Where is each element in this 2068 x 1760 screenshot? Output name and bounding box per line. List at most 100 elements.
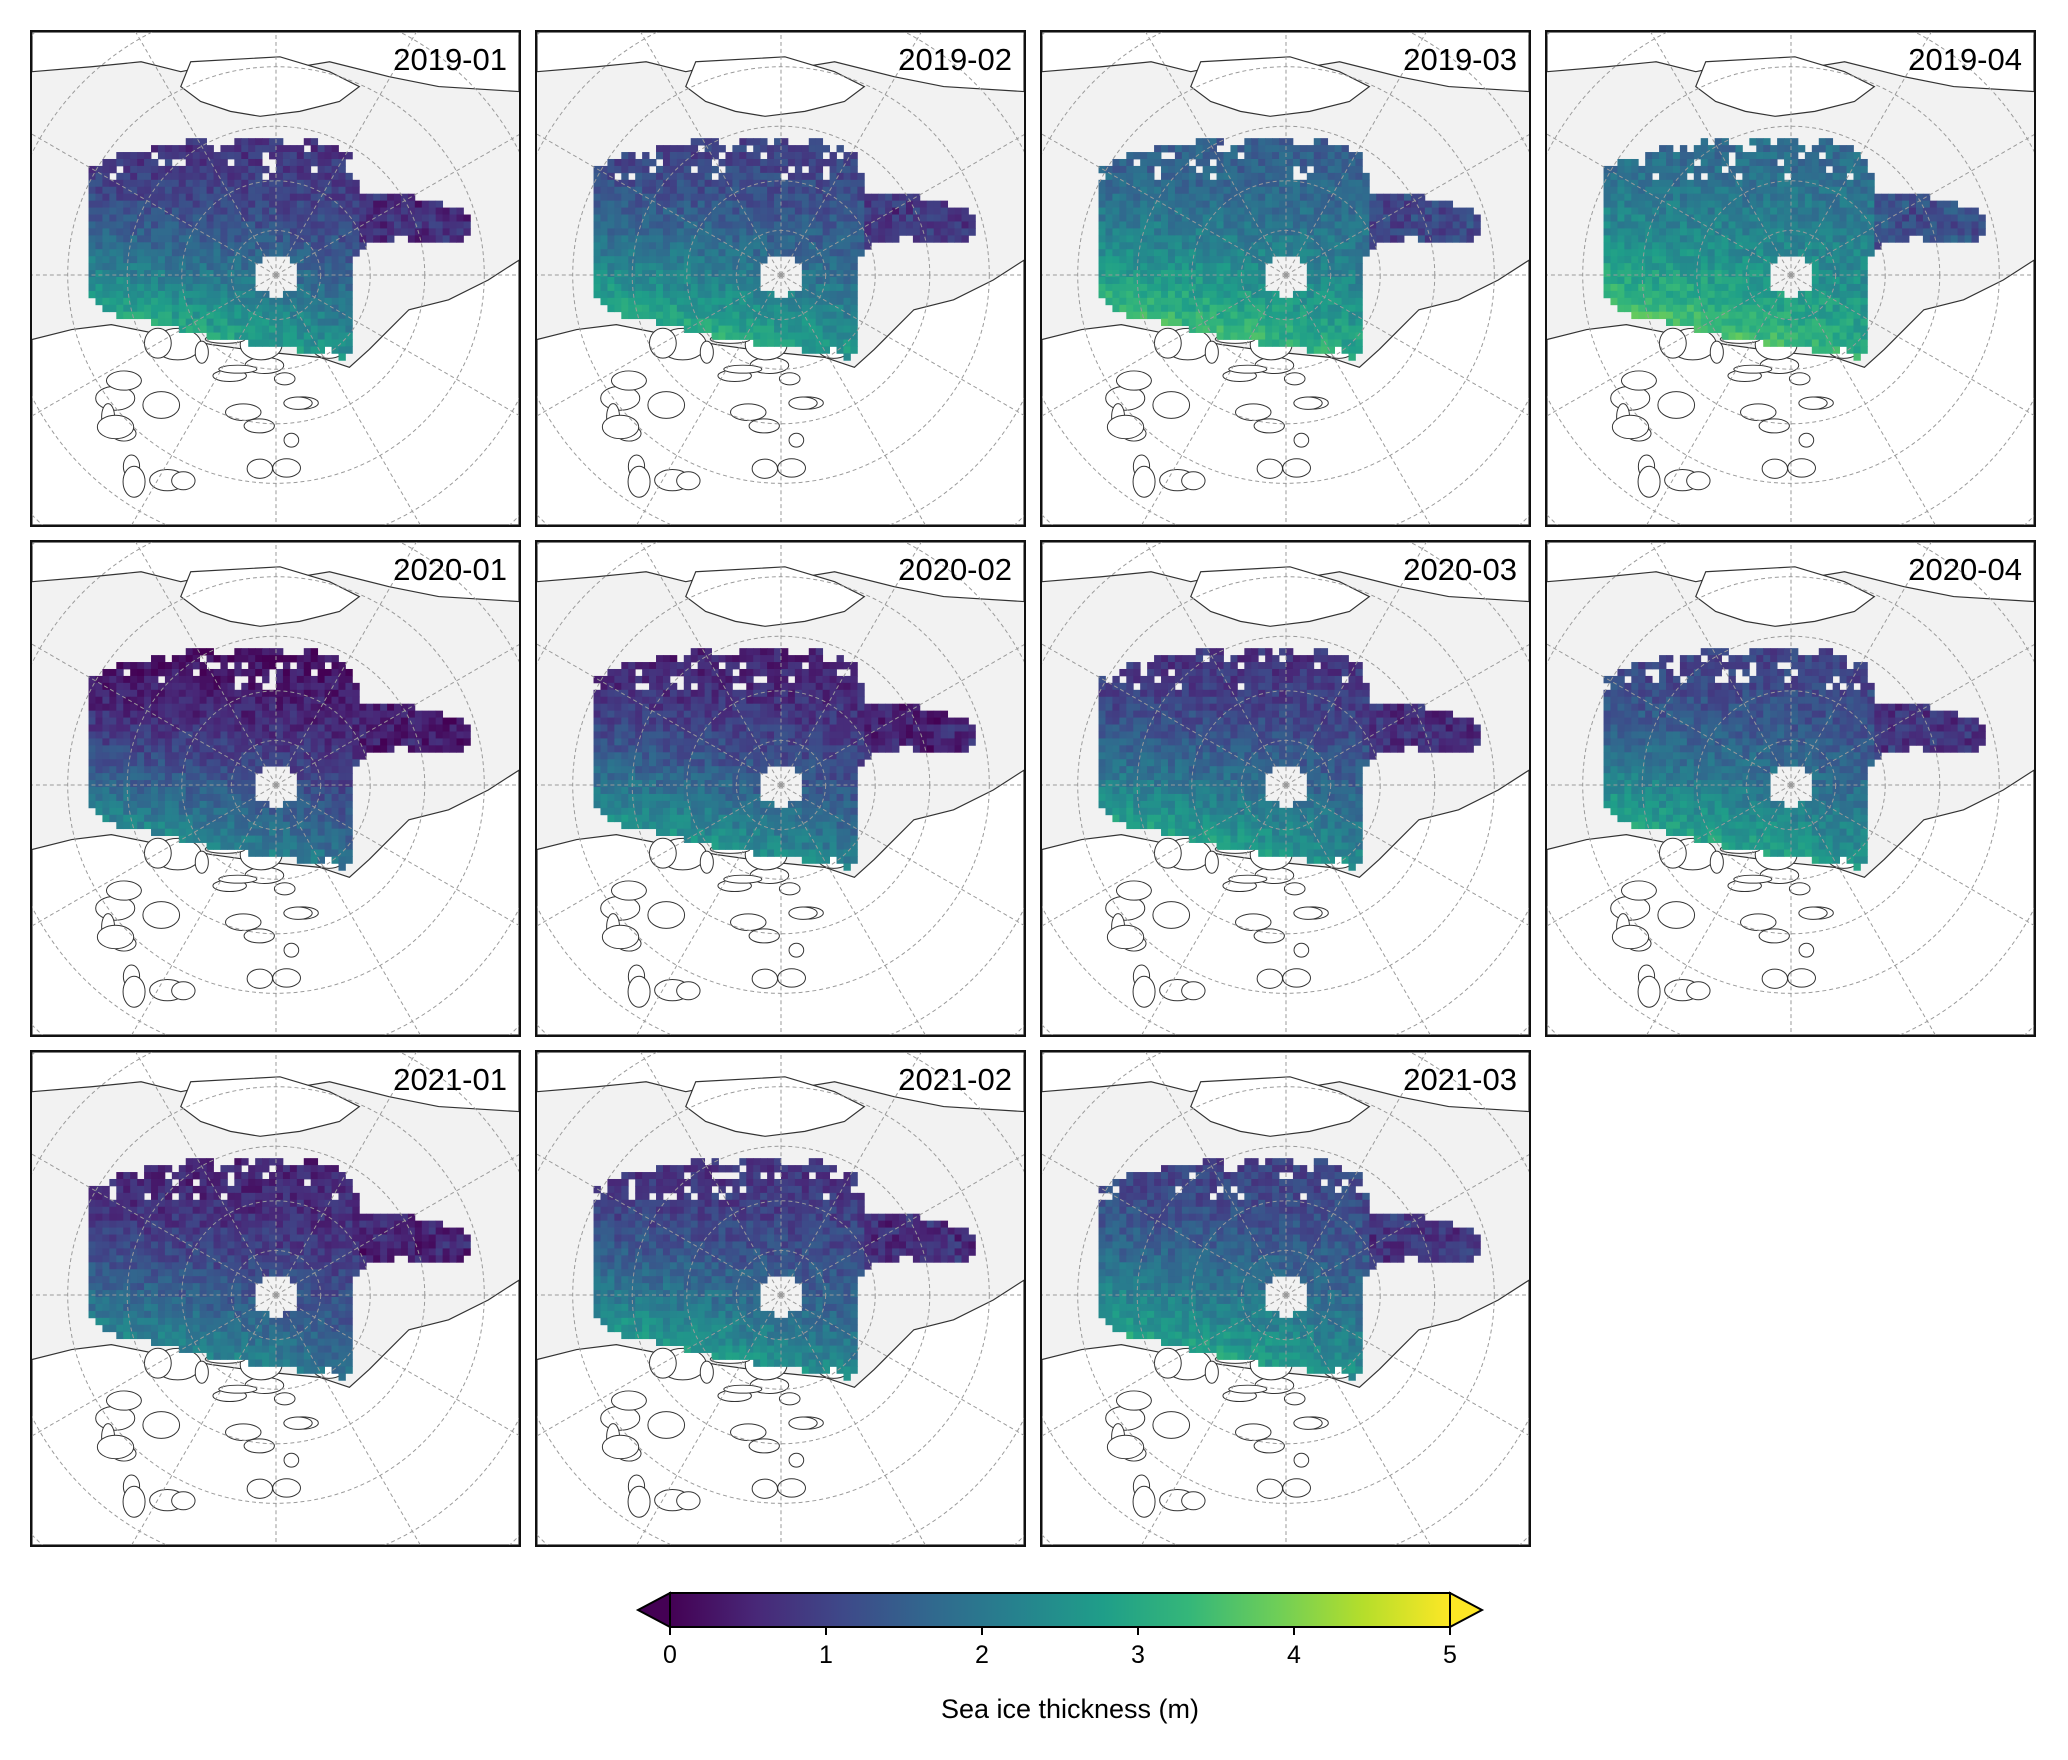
ice-cell — [157, 186, 166, 195]
ice-cell — [282, 186, 291, 195]
ice-cell — [593, 263, 601, 271]
ice-cell — [1957, 235, 1965, 243]
polar-map — [32, 542, 519, 1035]
ice-cell — [649, 283, 657, 292]
ice-cell — [1334, 186, 1342, 195]
ice-cell — [1237, 200, 1245, 208]
ice-cell — [1749, 172, 1757, 181]
ice-cell — [1167, 270, 1176, 278]
ice-cell — [1140, 297, 1148, 306]
polar-map — [1042, 32, 1529, 525]
ice-cell — [1181, 200, 1190, 208]
ice-cell — [310, 346, 319, 354]
ice-cell — [1853, 221, 1861, 229]
ice-cell — [1216, 158, 1224, 167]
ice-cell — [206, 724, 214, 732]
ice-cell — [1728, 270, 1736, 278]
ice-cell — [137, 214, 145, 222]
ice-cell — [642, 256, 650, 264]
ice-cell — [947, 214, 955, 222]
ice-cell — [1721, 297, 1729, 306]
ice-cell — [373, 193, 381, 202]
ice-cell — [780, 339, 789, 347]
ice-cell — [387, 228, 395, 236]
ice-cell — [213, 283, 221, 292]
ice-cell — [628, 228, 636, 236]
ice-cell — [968, 221, 976, 229]
ice-cell — [961, 221, 969, 229]
ice-cell — [1693, 235, 1702, 243]
ice-cell — [1735, 325, 1743, 333]
ice-cell — [1174, 207, 1183, 215]
ice-cell — [1230, 318, 1238, 327]
ice-cell — [1749, 283, 1757, 292]
ice-cell — [373, 228, 381, 236]
ice-cell — [1749, 138, 1757, 146]
ice-cell — [206, 249, 214, 257]
island — [225, 403, 262, 422]
ice-cell — [1216, 228, 1224, 236]
ice-cell — [1244, 200, 1252, 208]
ice-cell — [1313, 235, 1322, 243]
ice-cell — [711, 235, 719, 243]
ice-cell — [1666, 193, 1674, 202]
ice-cell — [1832, 179, 1840, 188]
ice-cell — [192, 648, 201, 656]
ice-cell — [1112, 270, 1120, 278]
ice-cell — [352, 235, 360, 243]
ice-cell — [746, 186, 754, 195]
ice-cell — [88, 179, 96, 188]
ice-cell — [753, 193, 761, 202]
ice-cell — [822, 221, 830, 229]
ice-cell — [282, 235, 291, 243]
ice-cell — [428, 235, 437, 243]
ice-cell — [1119, 200, 1127, 208]
ice-cell — [815, 152, 824, 160]
ice-cell — [1452, 221, 1460, 229]
ice-cell — [352, 228, 360, 236]
ice-cell — [642, 152, 650, 160]
ice-cell — [1784, 165, 1792, 174]
ice-cell — [1631, 207, 1639, 215]
ice-cell — [774, 325, 782, 333]
ice-cell — [1770, 249, 1778, 257]
ice-cell — [157, 277, 166, 285]
ice-cell — [303, 200, 312, 208]
ice-cell — [1853, 346, 1861, 354]
ice-cell — [1770, 332, 1778, 340]
ice-cell — [1707, 311, 1716, 320]
ice-cell — [282, 717, 291, 725]
ice-cell — [850, 228, 858, 236]
ice-cell — [1258, 165, 1266, 174]
ice-cell — [1672, 158, 1681, 167]
ice-cell — [1631, 270, 1639, 278]
ice-cell — [331, 207, 339, 215]
ice-cell — [185, 710, 194, 718]
ice-cell — [1735, 221, 1743, 229]
ice-cell — [1133, 290, 1141, 299]
ice-cell — [704, 207, 712, 215]
ice-cell — [787, 200, 796, 208]
ice-cell — [1390, 214, 1398, 222]
ice-cell — [1341, 235, 1349, 243]
ice-cell — [1818, 186, 1827, 195]
ice-cell — [366, 207, 374, 215]
ice-cell — [164, 152, 173, 160]
ice-cell — [767, 172, 775, 181]
ice-cell — [711, 283, 719, 292]
ice-cell — [628, 179, 636, 188]
ice-cell — [1279, 332, 1287, 340]
ice-cell — [1825, 318, 1834, 327]
ice-cell — [1777, 138, 1785, 146]
ice-cell — [303, 648, 312, 656]
ice-cell — [642, 270, 650, 278]
ice-cell — [1700, 318, 1709, 327]
ice-cell — [850, 283, 858, 292]
ice-cell — [1714, 221, 1722, 229]
ice-cell — [1728, 242, 1736, 250]
ice-cell — [753, 332, 761, 340]
ice-cell — [1728, 228, 1736, 236]
ice-cell — [725, 270, 733, 278]
ice-cell — [780, 242, 789, 250]
ice-cell — [1749, 263, 1757, 271]
